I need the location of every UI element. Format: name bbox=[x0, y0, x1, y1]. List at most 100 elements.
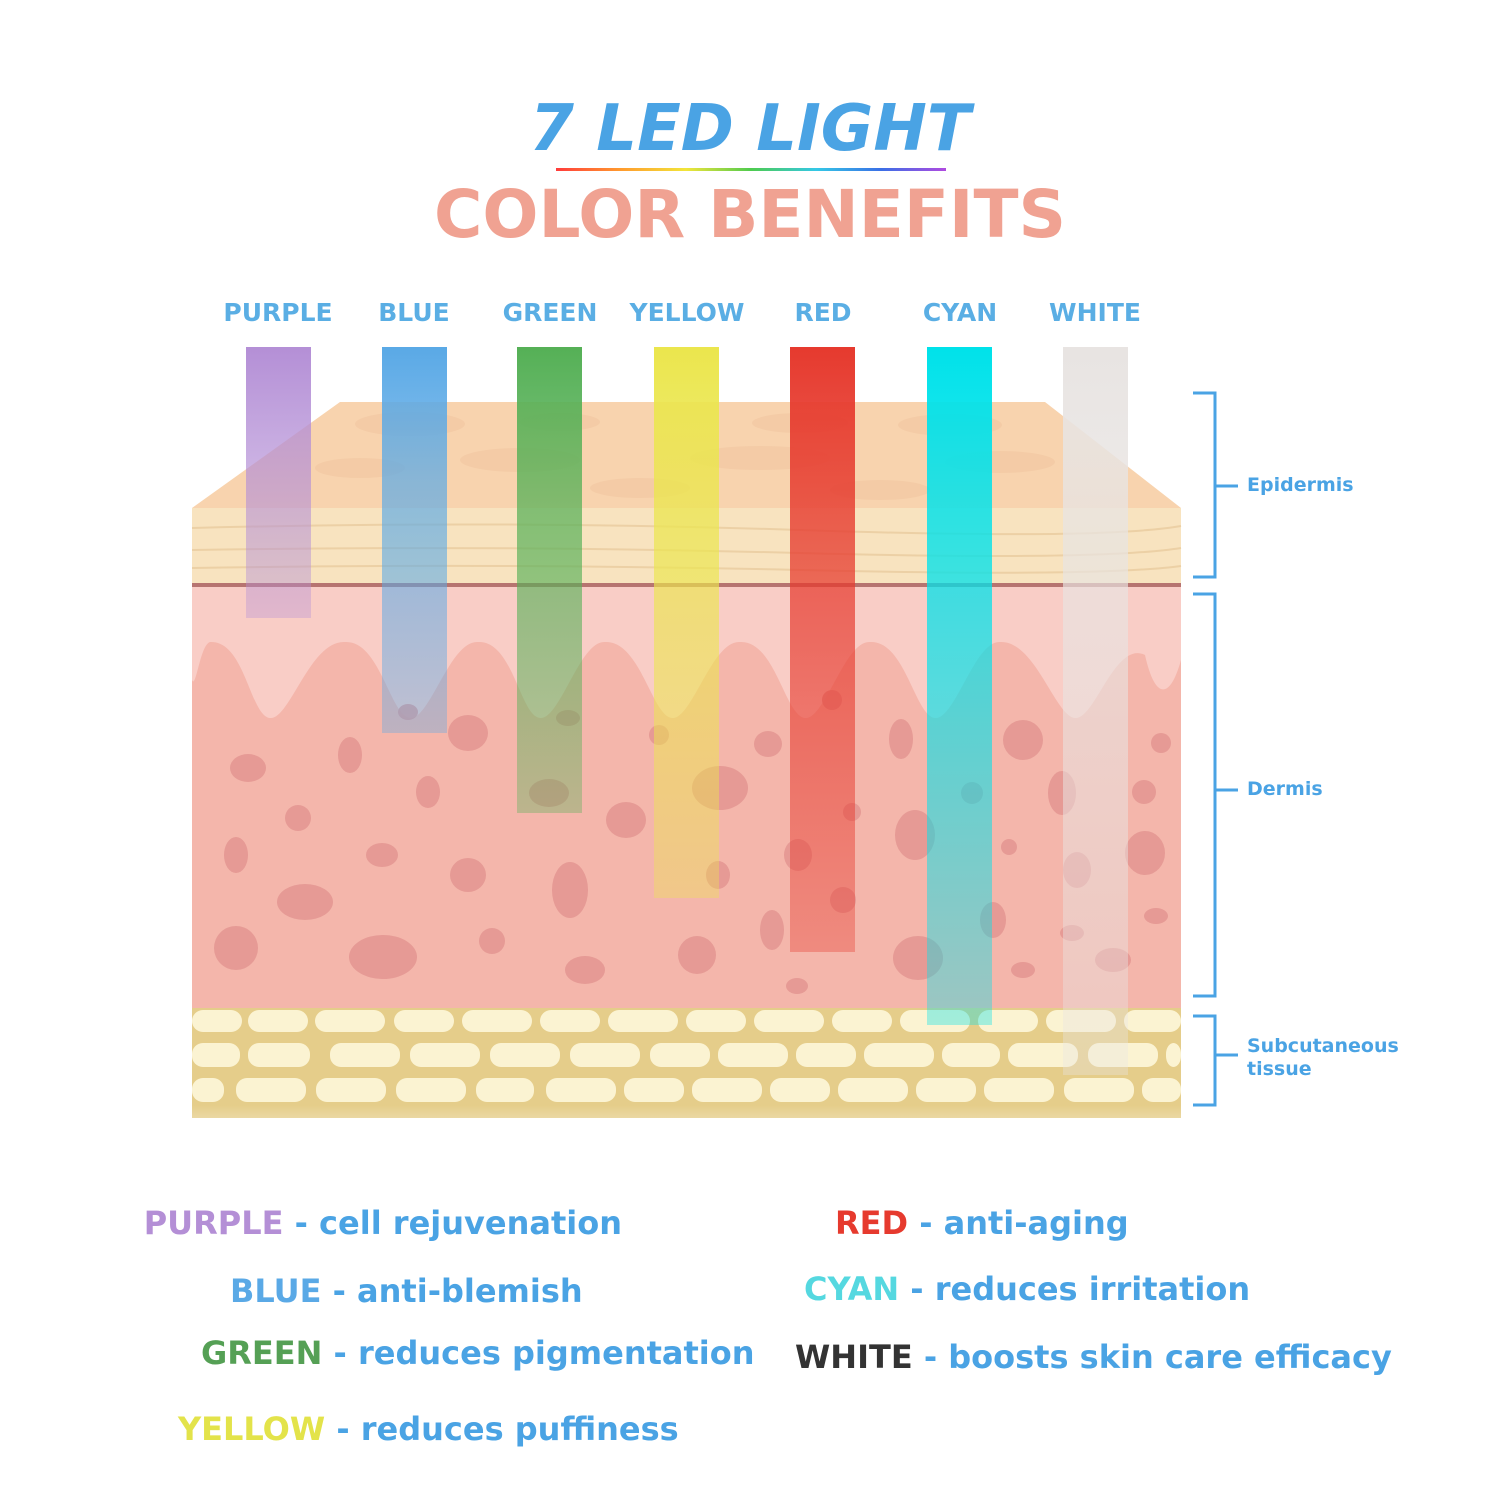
fat-cell bbox=[330, 1043, 400, 1067]
dermis-cell bbox=[1003, 720, 1043, 760]
title-line-2: COLOR BENEFITS bbox=[433, 176, 1067, 253]
benefit-description: reduces irritation bbox=[934, 1270, 1251, 1308]
fat-cell bbox=[396, 1078, 466, 1102]
dermis-cell bbox=[1011, 962, 1035, 978]
benefit-yellow: YELLOW - reduces puffiness bbox=[178, 1409, 679, 1449]
layer-label-subcutaneous: Subcutaneous tissue bbox=[1247, 1035, 1399, 1081]
fat-cells bbox=[192, 1010, 1181, 1102]
dermis-cell bbox=[416, 776, 440, 808]
dermis-cell bbox=[277, 884, 333, 920]
dermis-cell bbox=[214, 926, 258, 970]
benefit-color-name: BLUE bbox=[230, 1272, 322, 1310]
benefit-separator: - bbox=[908, 1204, 944, 1242]
fat-cell bbox=[650, 1043, 710, 1067]
fat-cell bbox=[394, 1010, 454, 1032]
dermis-cell bbox=[366, 843, 398, 867]
dermis-cell bbox=[1132, 780, 1156, 804]
benefit-color-name: CYAN bbox=[804, 1270, 900, 1308]
dermis-cell bbox=[889, 719, 913, 759]
benefit-color-name: YELLOW bbox=[178, 1410, 326, 1448]
dermis-cell bbox=[338, 737, 362, 773]
beam-blue bbox=[382, 347, 447, 733]
fat-cell bbox=[248, 1010, 308, 1032]
fat-cell bbox=[796, 1043, 856, 1067]
dermis-cell bbox=[678, 936, 716, 974]
layer-label-subcutaneous-line1: Subcutaneous bbox=[1247, 1035, 1399, 1057]
beam-label-cyan: CYAN bbox=[922, 298, 998, 327]
fat-cell bbox=[718, 1043, 788, 1067]
benefit-purple: PURPLE - cell rejuvenation bbox=[144, 1203, 622, 1243]
fat-cell bbox=[540, 1010, 600, 1032]
beam-red bbox=[790, 347, 855, 952]
dermis-cell bbox=[786, 978, 808, 994]
benefit-description: anti-blemish bbox=[357, 1272, 583, 1310]
fat-cell bbox=[984, 1078, 1054, 1102]
benefit-description: cell rejuvenation bbox=[319, 1204, 622, 1242]
benefit-description: reduces pigmentation bbox=[357, 1334, 755, 1372]
fat-cell bbox=[248, 1043, 310, 1067]
fat-cell bbox=[192, 1043, 240, 1067]
benefit-separator: - bbox=[899, 1270, 935, 1308]
fat-cell bbox=[978, 1010, 1038, 1032]
dermis-cell bbox=[448, 715, 488, 751]
fat-cell bbox=[476, 1078, 534, 1102]
title-line-1: 7 LED LIGHT bbox=[529, 92, 971, 166]
dermis-cell bbox=[565, 956, 605, 984]
fat-cell bbox=[236, 1078, 306, 1102]
beam-yellow bbox=[654, 347, 719, 898]
benefit-description: boosts skin care efficacy bbox=[948, 1338, 1392, 1376]
fat-cell bbox=[1166, 1043, 1181, 1067]
benefit-color-name: WHITE bbox=[795, 1338, 913, 1376]
epidermis-bracket bbox=[1193, 391, 1238, 579]
benefit-separator: - bbox=[321, 1272, 358, 1310]
layer-label-dermis: Dermis bbox=[1247, 778, 1323, 800]
fat-cell bbox=[754, 1010, 824, 1032]
benefit-description: reduces puffiness bbox=[360, 1410, 679, 1448]
subcutaneous-bracket bbox=[1193, 1014, 1238, 1107]
beam-cyan bbox=[927, 347, 992, 1025]
dermis-cell bbox=[552, 862, 588, 918]
dermis-cell bbox=[606, 802, 646, 838]
fat-cell bbox=[462, 1010, 532, 1032]
benefit-separator: - bbox=[283, 1204, 320, 1242]
layer-brackets bbox=[1193, 391, 1238, 1107]
dermis-cell bbox=[224, 837, 248, 873]
fat-cell bbox=[838, 1078, 908, 1102]
benefit-color-name: PURPLE bbox=[143, 1204, 284, 1242]
benefit-blue: BLUE - anti-blemish bbox=[230, 1271, 583, 1311]
dermis-cell bbox=[760, 910, 784, 950]
fat-cell bbox=[1064, 1078, 1134, 1102]
layer-label-subcutaneous-line2: tissue bbox=[1247, 1058, 1312, 1080]
fat-cell bbox=[1142, 1078, 1181, 1102]
benefit-description: anti-aging bbox=[943, 1204, 1129, 1242]
fat-cell bbox=[916, 1078, 976, 1102]
fat-cell bbox=[410, 1043, 480, 1067]
fat-cell bbox=[1124, 1010, 1181, 1032]
dermis-cell bbox=[1001, 839, 1017, 855]
title-rainbow-underline bbox=[556, 168, 946, 171]
fat-cell bbox=[192, 1010, 242, 1032]
benefit-green: GREEN - reduces pigmentation bbox=[201, 1333, 755, 1373]
beam-label-blue: BLUE bbox=[378, 298, 450, 327]
fat-cell bbox=[624, 1078, 684, 1102]
fat-cell bbox=[316, 1078, 386, 1102]
layer-label-epidermis: Epidermis bbox=[1247, 474, 1354, 496]
benefit-color-name: GREEN bbox=[201, 1334, 323, 1372]
fat-cell bbox=[686, 1010, 746, 1032]
fat-cell bbox=[692, 1078, 762, 1102]
benefit-white: WHITE - boosts skin care efficacy bbox=[795, 1337, 1392, 1377]
dermis-cell bbox=[895, 810, 935, 860]
fat-cell bbox=[608, 1010, 678, 1032]
benefit-separator: - bbox=[325, 1410, 361, 1448]
fat-cell bbox=[546, 1078, 616, 1102]
dermis-cell bbox=[754, 731, 782, 757]
dermis-cell bbox=[230, 754, 266, 782]
beam-label-yellow: YELLOW bbox=[629, 298, 745, 327]
light-beams bbox=[246, 347, 1128, 1075]
benefit-separator: - bbox=[912, 1338, 949, 1376]
dermis-cell bbox=[1144, 908, 1168, 924]
subcutaneous-layer bbox=[185, 1008, 1190, 1165]
dermis-cell bbox=[450, 858, 486, 892]
fat-cell bbox=[832, 1010, 892, 1032]
